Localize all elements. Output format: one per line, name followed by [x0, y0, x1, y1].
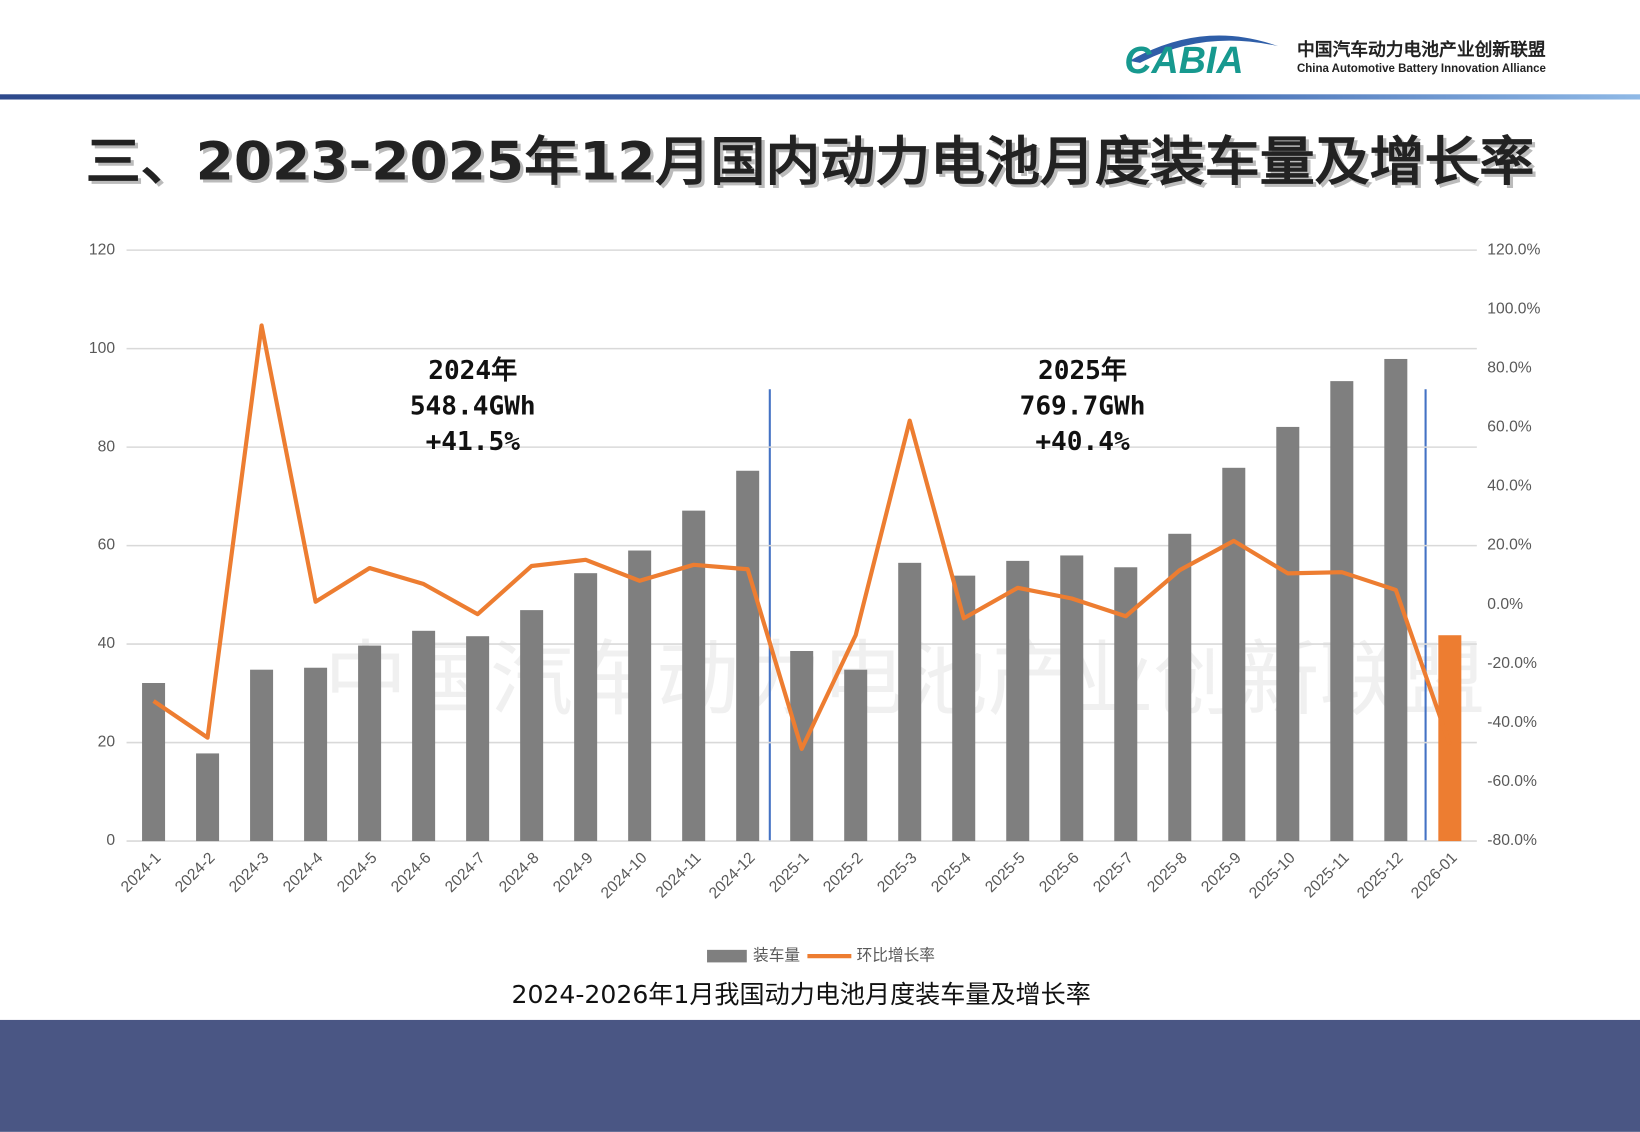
title: 三、2023-2025年12月国内动力电池月度装车量及增长率 — [86, 131, 1535, 192]
bar — [1060, 555, 1084, 842]
bar — [142, 682, 166, 842]
y-tick-label: 80 — [98, 438, 116, 455]
annotation: 2024年 — [428, 355, 517, 386]
bar — [1438, 635, 1462, 842]
bar — [1276, 426, 1300, 842]
bar — [304, 667, 328, 842]
bar — [1384, 358, 1408, 842]
bar — [1330, 381, 1354, 842]
bar — [1168, 533, 1192, 842]
logo: CABIA — [1124, 39, 1243, 81]
bar — [952, 575, 976, 842]
bar — [574, 573, 598, 842]
y-tick-label: 120 — [89, 241, 115, 258]
footer-band — [0, 1019, 1640, 1132]
logo-swoosh — [1129, 35, 1279, 63]
annotation: +41.5% — [426, 427, 521, 457]
y2-tick-label: -20.0% — [1487, 655, 1537, 672]
header-rule — [0, 94, 1640, 100]
y2-tick-label: 120.0% — [1487, 241, 1540, 258]
chart-caption: 2024-2026年1月我国动力电池月度装车量及增长率 — [512, 980, 1091, 1009]
bar — [1222, 467, 1246, 842]
bar — [628, 550, 652, 842]
bar — [1006, 560, 1030, 842]
annotation: 769.7GWh — [1020, 392, 1146, 422]
bar — [736, 470, 760, 842]
y2-tick-label: -40.0% — [1487, 714, 1537, 731]
y2-tick-label: 40.0% — [1487, 478, 1532, 495]
bar — [412, 630, 436, 842]
bar — [844, 669, 868, 842]
y-tick-label: 0 — [106, 832, 115, 849]
y2-tick-label: 0.0% — [1487, 596, 1523, 613]
y-tick-label: 20 — [98, 734, 116, 751]
legend-label: 环比增长率 — [857, 946, 935, 965]
line — [152, 323, 1452, 751]
y2-tick-label: 80.0% — [1487, 359, 1532, 376]
y2-tick-label: -80.0% — [1487, 832, 1537, 849]
y2-tick-label: 60.0% — [1487, 419, 1532, 436]
annotation: 2025年 — [1038, 355, 1127, 386]
bar — [898, 562, 922, 842]
annotation: +40.4% — [1035, 427, 1130, 457]
org-name: 中国汽车动力电池产业创新联盟 — [1297, 38, 1546, 60]
bar — [196, 753, 220, 842]
y-tick-label: 40 — [98, 635, 116, 652]
legend-swatch — [707, 949, 747, 963]
annotation: 548.4GWh — [410, 392, 536, 422]
bar — [520, 610, 544, 842]
bar — [250, 669, 274, 842]
org-name-en: China Automotive Battery Innovation Alli… — [1297, 63, 1546, 75]
bar — [1114, 567, 1138, 842]
bar — [358, 645, 382, 842]
y2-tick-label: -60.0% — [1487, 773, 1537, 790]
y2-tick-label: 100.0% — [1487, 300, 1540, 317]
y2-tick-label: 20.0% — [1487, 537, 1532, 554]
title-shadow: 三、2023-2025年12月国内动力电池月度装车量及增长率 — [89, 135, 1538, 196]
bar — [682, 510, 706, 842]
y-tick-label: 60 — [98, 537, 116, 554]
y-tick-label: 100 — [89, 340, 115, 357]
bar — [466, 636, 490, 842]
legend-label: 装车量 — [753, 946, 800, 965]
